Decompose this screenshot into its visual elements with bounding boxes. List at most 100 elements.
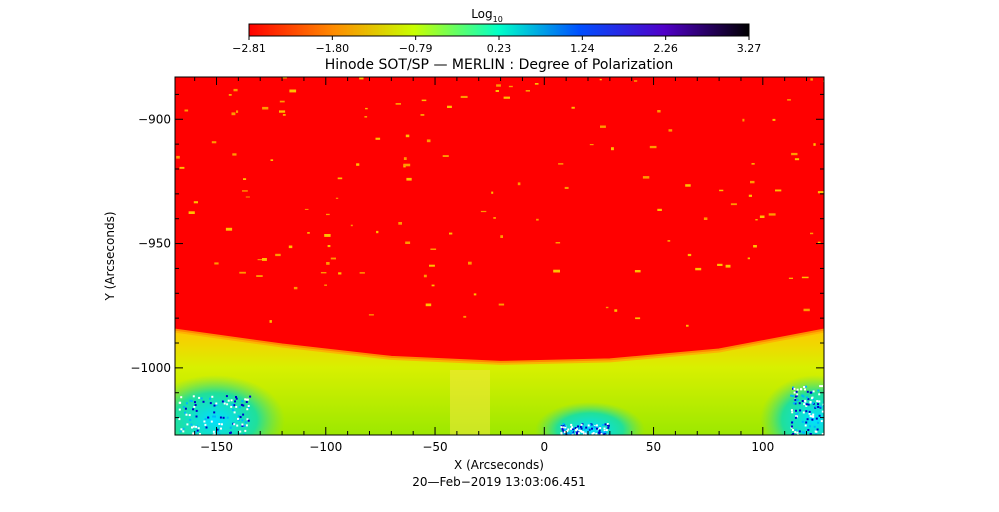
plage-speck <box>791 152 798 156</box>
plage-speck <box>742 118 745 122</box>
noise-pixel <box>235 397 238 400</box>
plage-speck <box>813 143 816 146</box>
noise-pixel <box>192 425 195 428</box>
noise-pixel <box>567 428 570 431</box>
plage-speck <box>228 94 232 96</box>
noise-pixel <box>606 423 609 425</box>
noise-pixel <box>802 411 805 414</box>
noise-pixel <box>567 432 570 434</box>
plage-speck <box>176 155 180 159</box>
noise-pixel <box>588 428 591 431</box>
plage-speck <box>794 158 800 161</box>
plage-speck <box>279 100 285 103</box>
noise-pixel <box>218 433 221 435</box>
noise-pixel <box>563 424 566 427</box>
plage-speck <box>245 196 250 198</box>
plage-speck <box>426 139 431 143</box>
plage-speck <box>634 80 638 82</box>
noise-pixel <box>178 418 181 421</box>
noise-pixel <box>794 402 797 405</box>
noise-pixel <box>805 404 808 407</box>
noise-pixel <box>178 408 181 411</box>
plage-speck <box>327 245 331 248</box>
plage-speck <box>188 211 195 214</box>
noise-pixel <box>791 395 794 397</box>
noise-pixel <box>571 430 574 433</box>
noise-pixel <box>795 401 798 404</box>
plage-speck <box>236 110 239 113</box>
noise-pixel <box>598 432 601 435</box>
y-axis-label: Y (Arcseconds) <box>103 211 117 301</box>
noise-pixel <box>244 429 247 432</box>
plage-speck <box>788 277 793 279</box>
plage-speck <box>687 253 692 257</box>
noise-pixel <box>591 427 593 430</box>
noise-pixel <box>577 425 579 428</box>
plage-speck <box>425 303 432 307</box>
noise-pixel <box>560 426 563 429</box>
noise-pixel <box>213 433 216 435</box>
noise-pixel <box>603 433 606 435</box>
noise-pixel <box>581 425 584 428</box>
plage-speck <box>193 201 198 204</box>
plage-speck <box>649 145 657 149</box>
noise-pixel <box>589 424 592 427</box>
noise-pixel <box>180 396 183 399</box>
noise-pixel <box>809 391 812 394</box>
plage-speck <box>243 178 247 180</box>
plage-speck <box>406 177 412 181</box>
faint-column <box>450 370 490 435</box>
y-axis: −900 −950 −1000 <box>130 93 824 419</box>
noise-pixel <box>245 398 248 401</box>
x-axis-label: X (Arcseconds) <box>454 458 544 472</box>
noise-pixel <box>570 423 573 426</box>
noise-pixel <box>229 426 232 429</box>
noise-pixel <box>562 430 565 433</box>
noise-pixel <box>215 402 218 405</box>
noise-pixel <box>562 428 565 431</box>
left-cool-blob <box>175 375 285 435</box>
plage-speck <box>495 90 499 92</box>
noise-pixel <box>189 399 192 402</box>
noise-pixel <box>579 429 582 432</box>
noise-pixel <box>795 409 797 412</box>
noise-pixel <box>807 398 810 401</box>
noise-pixel <box>245 401 248 403</box>
plage-speck <box>810 78 813 81</box>
y-tick-label: −900 <box>138 112 171 126</box>
noise-pixel <box>598 429 601 432</box>
noise-pixel <box>817 421 820 424</box>
plage-speck <box>420 114 425 116</box>
noise-pixel <box>805 421 808 424</box>
noise-pixel <box>595 432 598 435</box>
plage-speck <box>589 144 594 146</box>
noise-pixel <box>799 409 802 412</box>
plage-speck <box>498 303 505 306</box>
noise-pixel <box>793 387 796 390</box>
plage-speck <box>553 269 560 273</box>
noise-pixel <box>245 424 248 427</box>
noise-pixel <box>234 400 236 403</box>
y-tick-label: −1000 <box>130 361 171 375</box>
noise-pixel <box>239 430 242 433</box>
noise-pixel <box>230 405 233 408</box>
plage-speck <box>496 84 501 87</box>
colorbar: Log10 −2.81 −1.80 −0.79 0.23 1.24 2.26 3.27 <box>232 7 761 55</box>
noise-pixel <box>794 416 797 419</box>
colorbar-tick-label: −0.79 <box>399 42 433 55</box>
noise-pixel <box>235 405 238 408</box>
colorbar-tick-label: 3.27 <box>737 42 762 55</box>
noise-pixel <box>585 426 588 429</box>
plage-speck <box>421 99 427 102</box>
noise-pixel <box>804 400 807 403</box>
noise-pixel <box>804 424 807 427</box>
noise-pixel <box>801 420 804 423</box>
noise-pixel <box>189 418 192 421</box>
noise-pixel <box>805 385 807 388</box>
noise-pixel <box>204 418 207 421</box>
noise-pixel <box>596 427 598 430</box>
noise-pixel <box>235 396 237 398</box>
noise-pixel <box>817 389 820 392</box>
plage-speck <box>364 116 368 118</box>
plage-speck <box>403 157 407 160</box>
